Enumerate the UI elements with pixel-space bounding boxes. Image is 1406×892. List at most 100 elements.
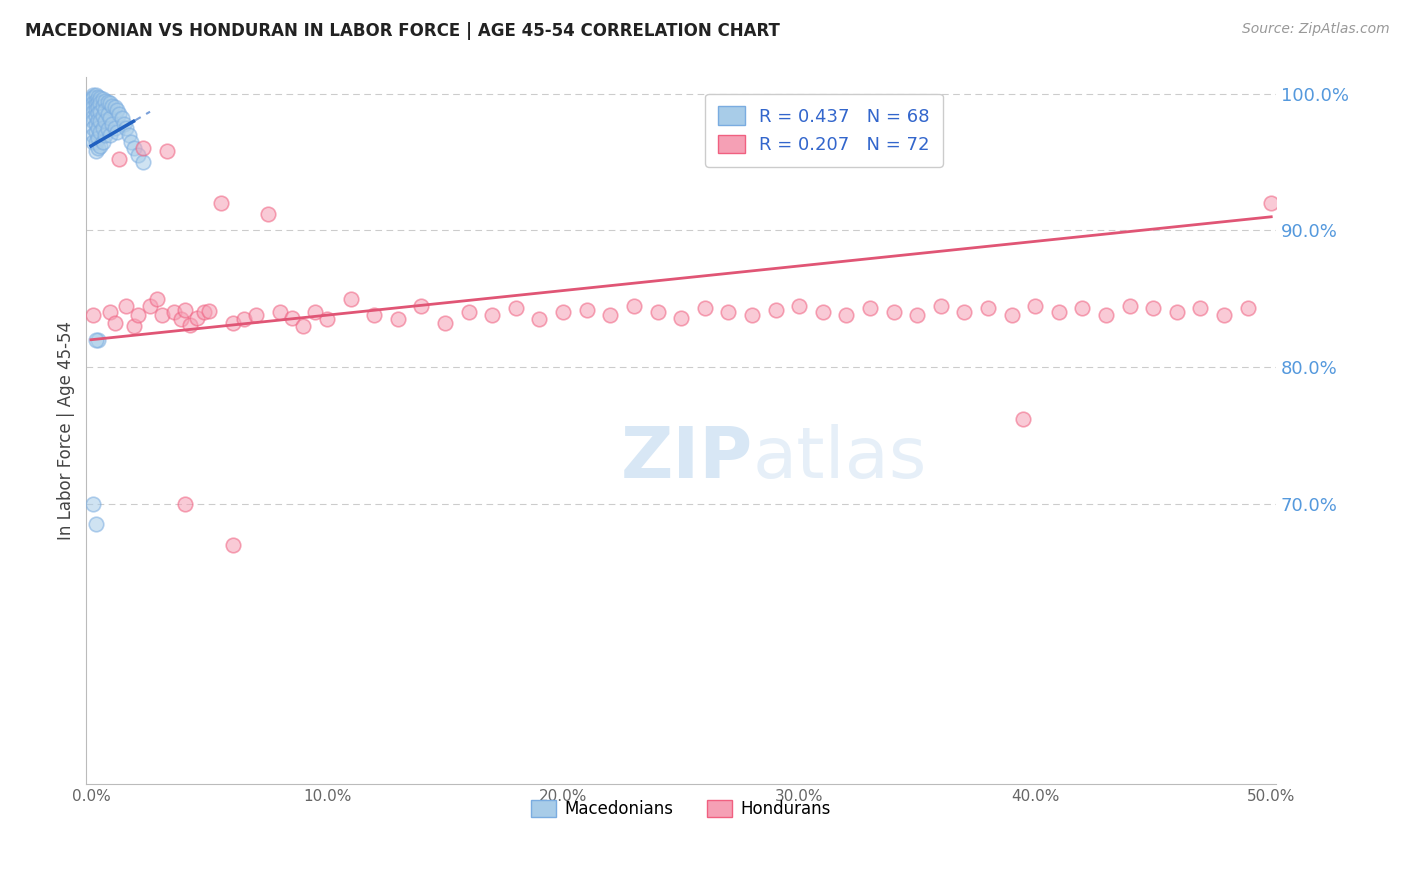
Point (257, 207, 280, 221)
Point (115, 299, 138, 313)
Point (94, 103, 117, 118)
Point (87, 120, 110, 135)
Point (717, 305, 740, 319)
Text: atlas: atlas (752, 425, 927, 493)
Point (481, 308, 503, 322)
Point (1213, 308, 1236, 322)
Point (599, 308, 621, 322)
Point (94, 128, 117, 142)
Point (233, 312, 256, 326)
Point (170, 312, 193, 326)
Point (104, 120, 127, 135)
Point (434, 316, 457, 330)
Point (91, 109, 114, 123)
Point (245, 308, 267, 322)
Point (98, 305, 121, 319)
Point (82, 89, 104, 103)
Point (905, 308, 928, 322)
Point (84, 135, 107, 149)
Point (575, 302, 598, 317)
Point (82, 101, 104, 115)
Point (108, 107, 131, 121)
Point (91, 92, 114, 106)
Point (82, 308, 104, 322)
Point (221, 538, 243, 552)
Text: Source: ZipAtlas.com: Source: ZipAtlas.com (1241, 22, 1389, 37)
Point (1166, 305, 1188, 319)
Point (505, 301, 527, 316)
Point (1189, 301, 1212, 316)
Point (457, 305, 479, 319)
Point (82, 497, 104, 511)
Point (104, 316, 127, 330)
Point (87, 130, 110, 145)
Point (91, 135, 114, 149)
Point (139, 299, 162, 313)
Point (122, 141, 145, 155)
Point (108, 153, 131, 167)
Point (1095, 308, 1118, 322)
Point (82, 110, 104, 124)
Point (1260, 196, 1282, 211)
Point (304, 305, 326, 319)
Point (132, 141, 155, 155)
Point (859, 301, 882, 316)
Point (101, 99, 124, 113)
Point (89, 104, 111, 119)
Point (105, 125, 128, 139)
Point (82, 88, 104, 103)
Point (118, 128, 141, 142)
Point (84, 125, 107, 139)
Point (741, 308, 763, 322)
Point (84, 94, 107, 108)
Point (339, 292, 361, 306)
Point (82, 120, 104, 135)
Point (84, 145, 107, 159)
Point (551, 305, 574, 319)
Point (98, 112, 121, 126)
Legend: Macedonians, Hondurans: Macedonians, Hondurans (524, 793, 838, 825)
Point (162, 305, 184, 319)
Point (174, 497, 197, 511)
Point (146, 292, 169, 306)
Point (269, 305, 291, 319)
Point (1142, 301, 1164, 316)
Point (87, 101, 110, 115)
Point (693, 301, 716, 316)
Point (292, 319, 315, 334)
Point (101, 117, 124, 131)
Point (411, 299, 433, 313)
Point (87, 112, 110, 127)
Point (82, 135, 104, 149)
Point (953, 305, 976, 319)
Point (89, 96, 111, 111)
Point (112, 117, 135, 131)
Point (89, 114, 111, 128)
Point (155, 145, 177, 159)
Point (111, 112, 134, 126)
Point (87, 141, 110, 155)
Point (127, 148, 149, 162)
Point (122, 319, 145, 334)
Point (89, 138, 111, 153)
Point (174, 302, 197, 317)
Point (529, 312, 551, 326)
Point (84, 97, 107, 112)
Point (98, 128, 121, 142)
Point (84, 88, 107, 103)
Point (98, 96, 121, 111)
Point (132, 155, 155, 169)
Point (82, 114, 104, 128)
Point (96, 122, 118, 136)
Point (94, 114, 117, 128)
Point (787, 299, 810, 313)
Point (193, 305, 215, 319)
Point (977, 301, 1000, 316)
Point (82, 96, 104, 111)
Point (647, 305, 669, 319)
Point (209, 196, 232, 211)
Point (387, 312, 409, 326)
Point (84, 103, 107, 118)
Point (105, 103, 128, 118)
Point (1118, 299, 1140, 313)
